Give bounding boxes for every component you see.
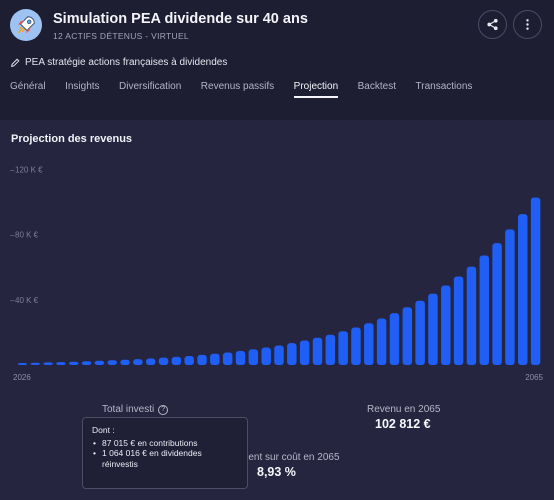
info-icon[interactable]: ?	[158, 404, 169, 415]
yield-on-cost-label: ment sur coût en 2065	[240, 452, 340, 463]
portfolio-avatar	[10, 9, 42, 41]
tooltip-item-contributions: 87 015 € en contributions	[92, 438, 238, 449]
total-invested-label: Total investi?	[102, 404, 169, 415]
chart-bar[interactable]	[492, 243, 502, 365]
x-tick-label: 2026	[13, 373, 31, 382]
revenue-value: 102 812 €	[375, 417, 431, 431]
description-text: PEA stratégie actions françaises à divid…	[25, 57, 228, 68]
tooltip-title: Dont :	[92, 425, 115, 435]
chart-bar[interactable]	[56, 362, 66, 365]
projection-section: 40 K € –80 K € –120 K € – 2026 2065 Projecti…	[0, 120, 554, 500]
chart-bar[interactable]	[30, 362, 40, 365]
revenue-label: Revenu en 2065	[367, 404, 441, 415]
chart-bar[interactable]	[338, 331, 348, 365]
chart-bar[interactable]	[466, 266, 477, 365]
section-title: Projection des revenus	[11, 133, 133, 145]
tab-g-n-ral[interactable]: Général	[10, 81, 46, 92]
chart-bar[interactable]	[376, 318, 387, 365]
pencil-icon	[11, 58, 20, 67]
more-options-button[interactable]	[513, 10, 542, 39]
chart-bar[interactable]	[261, 347, 271, 365]
chart-bar[interactable]	[235, 350, 246, 365]
y-tick-mark: –	[10, 296, 15, 305]
share-icon	[487, 18, 498, 31]
y-tick-label: 120 K €	[15, 165, 43, 174]
chart-bar[interactable]	[364, 323, 374, 365]
chart-bar[interactable]	[17, 363, 28, 365]
chart-bar[interactable]	[505, 229, 515, 365]
chart-bar[interactable]	[107, 360, 117, 365]
chart-bar[interactable]	[287, 343, 297, 365]
chart-bar[interactable]	[248, 349, 259, 365]
share-button[interactable]	[478, 10, 507, 39]
rocket-icon	[17, 16, 35, 34]
chart-bar[interactable]	[274, 345, 284, 365]
chart-bar[interactable]	[94, 360, 105, 365]
chart-bar[interactable]	[133, 359, 143, 365]
y-tick-mark: –	[10, 231, 15, 240]
tab-bar: Général Insights Diversification Revenus pa…	[10, 81, 492, 98]
tab-diversification[interactable]: Diversification	[119, 81, 182, 92]
chart-bar[interactable]	[389, 313, 400, 365]
chart-bar[interactable]	[299, 340, 310, 365]
tab-projection[interactable]: Projection	[293, 81, 339, 98]
y-tick-label: 40 K €	[15, 296, 39, 305]
chart-bar[interactable]	[43, 362, 53, 365]
chart-bar[interactable]	[184, 356, 194, 365]
tab-backtest[interactable]: Backtest	[357, 81, 396, 92]
tab-transactions[interactable]: Transactions	[415, 81, 473, 92]
y-tick-label: 80 K €	[15, 231, 39, 240]
chart-bar[interactable]	[210, 353, 220, 365]
chart-bar[interactable]	[222, 352, 233, 365]
chart-bar[interactable]	[158, 357, 169, 365]
total-invested-tooltip: Dont : 87 015 € en contributions 1 064 0…	[82, 417, 248, 489]
page-title: Simulation PEA dividende sur 40 ans	[53, 11, 308, 27]
portfolio-description[interactable]: PEA stratégie actions françaises à divid…	[10, 57, 227, 68]
tab-revenus-passifs[interactable]: Revenus passifs	[200, 81, 275, 92]
chart-bar[interactable]	[530, 197, 541, 365]
chart-bar[interactable]	[171, 356, 182, 365]
page-header: Simulation PEA dividende sur 40 ans 12 A…	[0, 0, 554, 120]
x-tick-label: 2065	[525, 373, 543, 382]
chart-bar[interactable]	[120, 359, 130, 365]
chart-bar[interactable]	[402, 307, 413, 365]
tab-insights[interactable]: Insights	[65, 81, 100, 92]
chart-bar[interactable]	[81, 361, 92, 365]
chart-bar[interactable]	[68, 361, 79, 365]
portfolio-subtitle: 12 ACTIFS DÉTENUS - VIRTUEL	[53, 31, 189, 41]
chart-bar[interactable]	[351, 327, 361, 365]
tooltip-item-dividends: 1 064 016 € en dividendes réinvestis	[92, 448, 238, 469]
chart-bar[interactable]	[453, 276, 464, 365]
more-vertical-icon	[526, 19, 529, 30]
chart-bar[interactable]	[312, 337, 323, 365]
chart-bar[interactable]	[518, 214, 528, 365]
chart-bar[interactable]	[325, 334, 336, 365]
chart-bar[interactable]	[197, 354, 207, 365]
y-tick-mark: –	[10, 165, 15, 174]
chart-bar[interactable]	[479, 255, 490, 365]
chart-bar[interactable]	[441, 285, 451, 365]
chart-bar[interactable]	[415, 300, 425, 365]
yield-on-cost-value: 8,93 %	[257, 465, 296, 479]
chart-bar[interactable]	[428, 293, 438, 365]
revenue-projection-chart: 40 K €–80 K €–120 K €– 2026 2065	[10, 165, 544, 382]
chart-bar[interactable]	[145, 358, 156, 365]
